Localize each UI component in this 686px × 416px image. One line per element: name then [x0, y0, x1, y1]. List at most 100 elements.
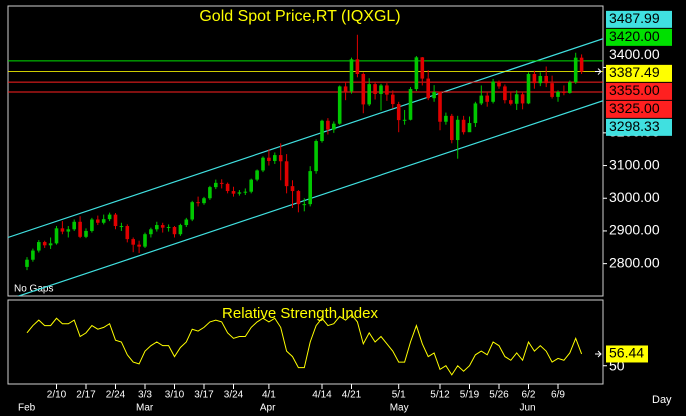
trend-label: 3487.99 — [609, 10, 660, 26]
last-price-label-bg — [606, 64, 672, 82]
candle-body — [25, 259, 29, 267]
candle-body — [178, 225, 183, 235]
candle-body — [426, 78, 430, 99]
level-label: 3420.00 — [609, 28, 660, 44]
candle-body — [267, 157, 271, 161]
candle-body — [355, 59, 360, 75]
candle-body — [78, 221, 82, 237]
candle-body — [538, 75, 543, 84]
candle-body — [509, 100, 513, 104]
candle-body — [568, 82, 572, 93]
candle-body — [137, 244, 141, 247]
candle-body — [450, 115, 454, 141]
rsi-line — [26, 313, 583, 376]
candle-body — [550, 83, 554, 97]
candle-body — [544, 75, 548, 84]
candle-body — [455, 119, 460, 141]
candle-body — [261, 157, 265, 171]
level-label: 3325.00 — [609, 100, 660, 116]
candle-body — [107, 214, 112, 220]
x-tick-label: 5/19 — [460, 390, 480, 401]
candle-body — [438, 91, 442, 122]
x-tick-label: 4/21 — [342, 390, 362, 401]
candle-body — [579, 57, 584, 72]
trend-label-bg — [606, 10, 672, 28]
candle-body — [172, 227, 177, 235]
candle-body — [255, 170, 259, 180]
candle-body — [243, 191, 248, 193]
x-tick-label: 5/1 — [392, 390, 406, 401]
candle-body — [444, 115, 448, 122]
candle-body — [479, 95, 484, 104]
candle-body — [125, 226, 130, 240]
rsi-value-label: 56.44 — [609, 345, 644, 361]
y-tick-label: 3100.00 — [609, 156, 660, 172]
candle-body — [526, 74, 531, 104]
candle-body — [379, 85, 383, 94]
candle-body — [532, 74, 537, 84]
candle-body — [361, 74, 366, 105]
candle-body — [37, 242, 41, 251]
candle-body — [402, 119, 407, 121]
candle-body — [155, 225, 159, 230]
candle-body — [320, 120, 324, 142]
x-tick-label: 5/26 — [489, 390, 509, 401]
x-tick-label: 5/12 — [430, 390, 450, 401]
month-label: Feb — [18, 403, 36, 414]
candle-body — [314, 141, 318, 172]
candle-body — [249, 179, 253, 192]
candle-body — [503, 86, 507, 101]
candle-body — [343, 86, 348, 92]
price-panel — [7, 5, 604, 297]
x-tick-label: 2/17 — [76, 390, 96, 401]
candle-body — [196, 202, 200, 204]
candle-body — [273, 155, 277, 161]
candle-body — [184, 219, 189, 226]
last-price-label: 3387.49 — [609, 64, 660, 80]
x-tick-label: 3/10 — [165, 390, 185, 401]
candle-body — [84, 230, 88, 237]
price-plot — [8, 34, 603, 296]
candle-body — [485, 95, 489, 102]
x-tick-label: 3/3 — [138, 390, 152, 401]
month-label: May — [390, 403, 409, 414]
y-tick-label: 2800.00 — [609, 254, 660, 270]
candle-body — [225, 183, 230, 192]
candle-body — [101, 219, 106, 223]
chart-title: Gold Spot Price,RT (IQXGL) — [199, 8, 400, 25]
month-label: Apr — [260, 403, 276, 414]
trend-label: 3298.33 — [609, 118, 660, 134]
candle-body — [48, 243, 53, 246]
candle-body — [143, 234, 147, 247]
candle-body — [119, 226, 124, 228]
candle-body — [231, 191, 236, 194]
candle-body — [385, 85, 389, 95]
candle-body — [326, 120, 330, 130]
candle-body — [349, 59, 354, 92]
candle-body — [308, 171, 312, 205]
candle-body — [72, 221, 76, 230]
candle-body — [461, 119, 466, 133]
candle-body — [149, 229, 153, 235]
candle-body — [332, 123, 336, 130]
month-label: Jun — [520, 403, 536, 414]
x-tick-label: 6/2 — [522, 390, 536, 401]
y-tick-label: 3400.00 — [609, 46, 660, 62]
candle-body — [66, 229, 71, 232]
candle-body — [278, 155, 283, 162]
x-tick-label: 4/14 — [312, 390, 332, 401]
candle-body — [556, 91, 560, 97]
candle-body — [302, 204, 307, 206]
candle-body — [414, 57, 419, 90]
candle-body — [573, 57, 578, 83]
candle-body — [497, 81, 501, 87]
trend-line — [16, 100, 603, 296]
candle-body — [208, 187, 212, 199]
candle-body — [54, 228, 59, 244]
candle-body — [373, 84, 377, 94]
last-price-arrow — [595, 68, 602, 75]
candle-body — [214, 182, 218, 188]
candle-body — [96, 219, 100, 223]
candle-body — [42, 242, 47, 246]
